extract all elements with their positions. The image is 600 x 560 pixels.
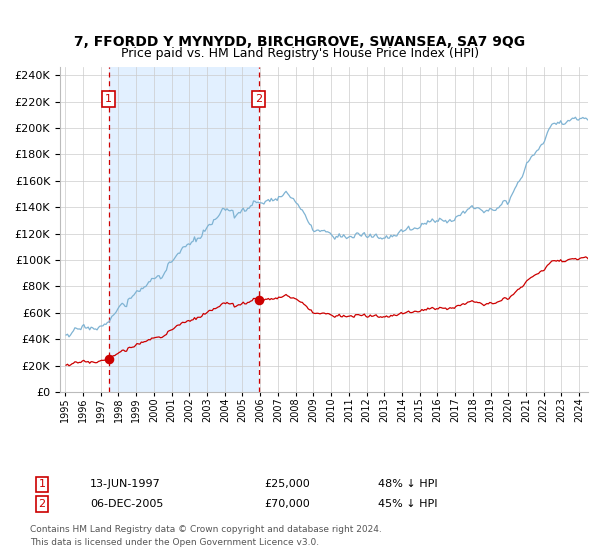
Text: 2: 2 — [38, 499, 46, 509]
Point — [254, 295, 263, 304]
Text: Price paid vs. HM Land Registry's House Price Index (HPI): Price paid vs. HM Land Registry's House … — [121, 46, 479, 60]
Text: 2: 2 — [255, 94, 262, 104]
Text: This data is licensed under the Open Government Licence v3.0.: This data is licensed under the Open Gov… — [30, 538, 319, 547]
Text: £25,000: £25,000 — [264, 479, 310, 489]
Text: 13-JUN-1997: 13-JUN-1997 — [90, 479, 161, 489]
Text: £70,000: £70,000 — [264, 499, 310, 509]
Text: 1: 1 — [38, 479, 46, 489]
Text: 45% ↓ HPI: 45% ↓ HPI — [378, 499, 437, 509]
Text: 48% ↓ HPI: 48% ↓ HPI — [378, 479, 437, 489]
Text: 1: 1 — [105, 94, 112, 104]
Point — [104, 354, 113, 363]
Text: 7, FFORDD Y MYNYDD, BIRCHGROVE, SWANSEA, SA7 9QG: 7, FFORDD Y MYNYDD, BIRCHGROVE, SWANSEA,… — [74, 35, 526, 49]
Bar — [109, 67, 259, 392]
Text: 06-DEC-2005: 06-DEC-2005 — [90, 499, 163, 509]
Text: Contains HM Land Registry data © Crown copyright and database right 2024.: Contains HM Land Registry data © Crown c… — [30, 525, 382, 534]
